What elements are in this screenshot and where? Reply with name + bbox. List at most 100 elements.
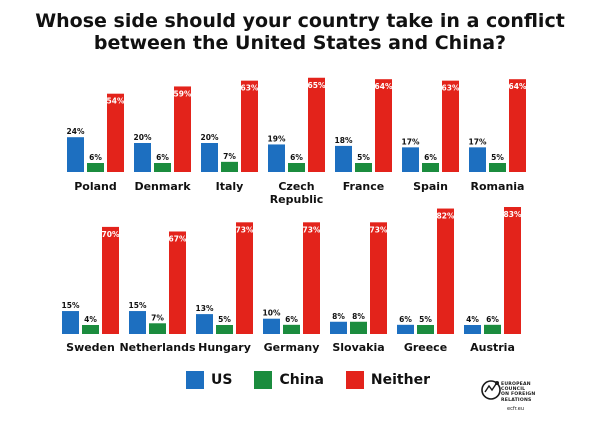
bar-neither-czech-republic	[308, 77, 325, 172]
value-label-neither-spain: 63%	[442, 84, 460, 93]
value-label-us-hungary: 13%	[196, 304, 214, 313]
value-label-neither-slovakia: 73%	[370, 225, 388, 234]
bar-neither-austria	[504, 207, 521, 334]
value-label-china-netherlands: 7%	[151, 313, 164, 322]
legend: US China Neither	[186, 371, 452, 389]
value-label-us-austria: 4%	[466, 315, 479, 324]
bar-china-hungary	[216, 325, 233, 334]
value-label-china-denmark: 6%	[156, 153, 169, 162]
value-label-us-netherlands: 15%	[129, 301, 147, 310]
bar-china-france	[355, 163, 372, 172]
bar-neither-denmark	[174, 86, 191, 172]
value-label-neither-denmark: 59%	[174, 89, 192, 98]
bar-neither-slovakia	[370, 222, 387, 334]
bar-china-poland	[87, 163, 104, 172]
value-label-china-slovakia: 8%	[352, 312, 365, 321]
category-label-slovakia: Slovakia	[332, 341, 384, 354]
bar-neither-greece	[437, 208, 454, 334]
bar-china-austria	[484, 324, 501, 334]
value-label-neither-poland: 54%	[107, 97, 125, 106]
value-label-us-spain: 17%	[402, 137, 420, 146]
legend-swatch-neither	[345, 371, 364, 389]
legend-label-china: China	[279, 372, 324, 388]
value-label-us-romania: 17%	[469, 137, 487, 146]
value-label-us-poland: 24%	[67, 127, 85, 136]
legend-item-china: China	[254, 371, 324, 389]
bar-us-czech-republic	[268, 144, 285, 172]
bar-us-greece	[397, 324, 414, 334]
category-label-czech-republic-1: Czech	[278, 180, 314, 193]
bar-us-spain	[402, 147, 419, 172]
value-label-china-germany: 6%	[285, 315, 298, 324]
value-label-china-sweden: 4%	[84, 315, 97, 324]
legend-item-neither: Neither	[345, 371, 430, 389]
ecfr-logo-text: EUROPEAN COUNCIL ON FOREIGN RELATIONS	[501, 382, 535, 403]
ecfr-logo-icon	[481, 380, 501, 400]
value-label-us-italy: 20%	[201, 133, 219, 142]
bar-neither-spain	[442, 80, 459, 172]
value-label-china-romania: 5%	[491, 153, 504, 162]
bar-neither-france	[375, 79, 392, 172]
value-label-us-germany: 10%	[263, 309, 281, 318]
bar-us-france	[335, 145, 352, 172]
bar-neither-hungary	[236, 222, 253, 334]
category-label-italy: Italy	[216, 180, 244, 193]
bar-china-italy	[221, 161, 238, 172]
value-label-neither-czech-republic: 65%	[308, 81, 326, 90]
value-label-neither-italy: 63%	[241, 84, 259, 93]
bar-china-czech-republic	[288, 163, 305, 172]
bar-neither-italy	[241, 80, 258, 172]
value-label-china-poland: 6%	[89, 153, 102, 162]
legend-swatch-china	[254, 371, 273, 389]
value-label-us-sweden: 15%	[62, 301, 80, 310]
value-label-neither-greece: 82%	[437, 212, 455, 221]
category-label-poland: Poland	[74, 180, 117, 193]
bar-us-italy	[201, 143, 218, 172]
bar-china-romania	[489, 163, 506, 172]
category-label-greece: Greece	[404, 341, 447, 354]
value-label-us-czech-republic: 19%	[268, 134, 286, 143]
legend-label-neither: Neither	[370, 372, 430, 388]
bar-us-slovakia	[330, 321, 347, 334]
bar-us-sweden	[62, 311, 79, 334]
value-label-china-france: 5%	[357, 153, 370, 162]
value-label-us-denmark: 20%	[134, 133, 152, 142]
bar-china-netherlands	[149, 323, 166, 334]
bar-us-austria	[464, 325, 481, 334]
bar-neither-germany	[303, 222, 320, 334]
category-label-romania: Romania	[471, 180, 525, 193]
logo-url: ecfr.eu	[507, 406, 525, 412]
value-label-china-spain: 6%	[424, 153, 437, 162]
category-label-hungary: Hungary	[198, 341, 251, 354]
value-label-us-france: 18%	[335, 136, 353, 145]
bar-neither-sweden	[102, 226, 119, 334]
category-label-czech-republic-2: Republic	[270, 193, 324, 206]
logo-line-2: COUNCIL	[501, 387, 526, 393]
category-label-spain: Spain	[413, 180, 448, 193]
category-label-austria: Austria	[470, 341, 515, 354]
bar-us-germany	[263, 318, 280, 334]
value-label-neither-sweden: 70%	[102, 230, 120, 239]
bar-china-greece	[417, 325, 434, 334]
category-label-germany: Germany	[264, 341, 320, 354]
value-label-neither-germany: 73%	[303, 225, 321, 234]
value-label-us-slovakia: 8%	[332, 312, 345, 321]
category-label-netherlands: Netherlands	[119, 341, 196, 354]
bar-us-denmark	[134, 143, 151, 172]
value-label-china-italy: 7%	[223, 152, 236, 161]
chart-title-line-2: between the United States and China?	[93, 32, 507, 54]
value-label-neither-hungary: 73%	[236, 225, 254, 234]
bar-china-sweden	[82, 325, 99, 334]
logo-line-1: EUROPEAN	[501, 382, 531, 387]
value-label-neither-france: 64%	[375, 82, 393, 91]
logo-line-3: ON FOREIGN	[501, 392, 536, 398]
value-label-china-greece: 5%	[419, 315, 432, 324]
value-label-neither-netherlands: 67%	[169, 234, 187, 243]
bar-neither-netherlands	[169, 231, 186, 334]
bar-china-germany	[283, 324, 300, 334]
bar-neither-romania	[509, 79, 526, 172]
bar-us-hungary	[196, 314, 213, 334]
legend-item-us: US	[186, 371, 232, 389]
value-label-china-hungary: 5%	[218, 315, 231, 324]
